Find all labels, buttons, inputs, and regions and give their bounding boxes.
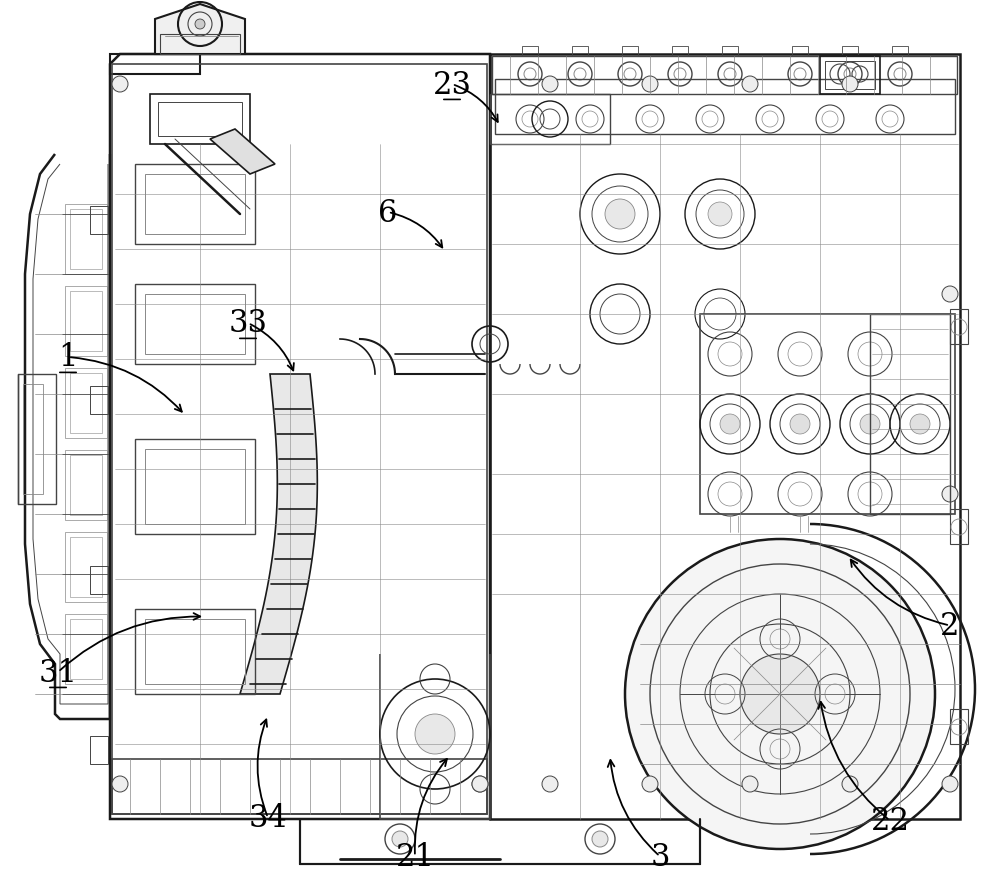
- Bar: [135, 440, 255, 535]
- Circle shape: [472, 776, 488, 792]
- Text: 3: 3: [650, 841, 670, 872]
- Bar: [135, 610, 255, 695]
- Bar: [90, 207, 108, 235]
- Polygon shape: [240, 375, 317, 695]
- Bar: [65, 451, 107, 520]
- Bar: [490, 95, 610, 145]
- Bar: [842, 47, 858, 57]
- Bar: [112, 65, 487, 814]
- Bar: [145, 295, 245, 355]
- Bar: [65, 614, 107, 684]
- Circle shape: [605, 199, 635, 230]
- Polygon shape: [210, 130, 275, 175]
- Bar: [70, 374, 102, 434]
- Bar: [825, 62, 875, 90]
- Bar: [65, 533, 107, 603]
- Bar: [870, 315, 950, 514]
- Bar: [722, 47, 738, 57]
- Bar: [90, 567, 108, 595]
- Text: 23: 23: [433, 70, 472, 100]
- Text: 6: 6: [378, 198, 398, 228]
- Bar: [70, 455, 102, 516]
- Bar: [65, 205, 107, 274]
- Circle shape: [112, 77, 128, 93]
- Bar: [145, 450, 245, 525]
- Bar: [492, 57, 957, 95]
- Circle shape: [942, 287, 958, 303]
- Text: 2: 2: [940, 611, 960, 641]
- Bar: [18, 375, 56, 504]
- Text: 21: 21: [396, 841, 435, 872]
- Bar: [950, 309, 968, 344]
- Bar: [572, 47, 588, 57]
- Text: 1: 1: [58, 342, 78, 373]
- Bar: [145, 175, 245, 235]
- Text: 34: 34: [249, 803, 287, 833]
- Bar: [145, 620, 245, 684]
- Text: 31: 31: [39, 657, 78, 687]
- Circle shape: [642, 776, 658, 792]
- Bar: [65, 287, 107, 357]
- Circle shape: [642, 77, 658, 93]
- Bar: [160, 35, 240, 55]
- Circle shape: [742, 77, 758, 93]
- Bar: [135, 164, 255, 245]
- Bar: [90, 386, 108, 415]
- Bar: [950, 510, 968, 544]
- Bar: [70, 537, 102, 597]
- Circle shape: [625, 539, 935, 849]
- Bar: [135, 284, 255, 365]
- Bar: [522, 47, 538, 57]
- Circle shape: [720, 415, 740, 434]
- Circle shape: [415, 714, 455, 755]
- Circle shape: [860, 415, 880, 434]
- Bar: [792, 47, 808, 57]
- Bar: [622, 47, 638, 57]
- Bar: [70, 291, 102, 351]
- Polygon shape: [155, 5, 245, 55]
- Bar: [820, 57, 880, 95]
- Circle shape: [740, 654, 820, 734]
- Circle shape: [942, 776, 958, 792]
- Circle shape: [708, 203, 732, 227]
- Circle shape: [910, 415, 930, 434]
- Bar: [90, 736, 108, 764]
- Bar: [70, 210, 102, 270]
- Bar: [112, 759, 487, 814]
- Circle shape: [195, 20, 205, 30]
- Circle shape: [542, 776, 558, 792]
- Circle shape: [842, 77, 858, 93]
- Bar: [65, 368, 107, 439]
- Text: 22: 22: [870, 805, 910, 836]
- Text: 33: 33: [229, 308, 268, 339]
- Circle shape: [472, 776, 488, 792]
- Circle shape: [392, 831, 408, 847]
- Circle shape: [742, 776, 758, 792]
- Circle shape: [790, 415, 810, 434]
- Circle shape: [112, 776, 128, 792]
- Bar: [495, 80, 955, 135]
- Bar: [70, 620, 102, 679]
- Bar: [158, 103, 242, 137]
- Circle shape: [942, 486, 958, 502]
- Bar: [950, 709, 968, 744]
- Bar: [892, 47, 908, 57]
- Bar: [23, 384, 43, 494]
- Circle shape: [542, 77, 558, 93]
- Bar: [150, 95, 250, 145]
- Bar: [672, 47, 688, 57]
- Bar: [700, 315, 955, 514]
- Circle shape: [592, 831, 608, 847]
- Circle shape: [842, 776, 858, 792]
